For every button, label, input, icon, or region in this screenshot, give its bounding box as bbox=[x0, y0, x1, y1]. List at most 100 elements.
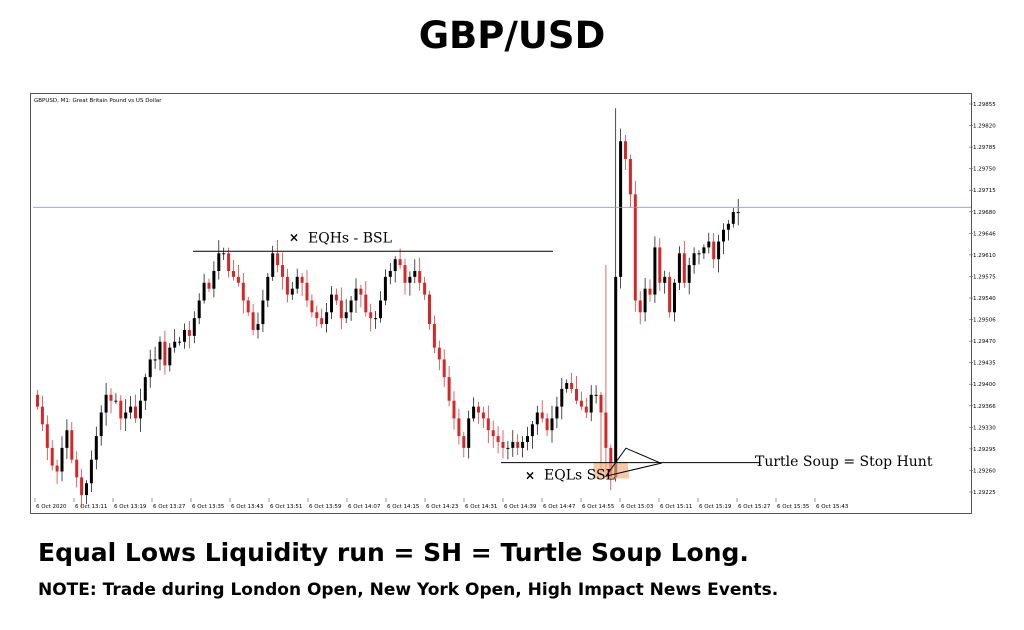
time-tick-label: 6 Oct 13:51 bbox=[270, 504, 302, 510]
candle-body bbox=[148, 359, 152, 378]
time-tick-label: 6 Oct 14:31 bbox=[465, 504, 497, 510]
time-tick-label: 6 Oct 13:43 bbox=[231, 504, 264, 510]
price-tick-label: 1.29610 bbox=[973, 253, 996, 259]
candle-body bbox=[594, 394, 598, 396]
price-tick-label: 1.29506 bbox=[973, 318, 996, 324]
candle-body bbox=[349, 300, 353, 313]
candle-body bbox=[143, 377, 147, 401]
candle-body bbox=[692, 253, 696, 266]
chart-header: GBPUSD, M1: Great Britain Pound vs US Do… bbox=[34, 98, 162, 104]
candle-body bbox=[550, 418, 554, 431]
time-axis: 6 Oct 2020 6 Oct 13:11 6 Oct 13:19 6 Oct 13… bbox=[34, 498, 849, 510]
candle-body bbox=[197, 300, 201, 319]
candle-body bbox=[687, 265, 691, 283]
candle-body bbox=[633, 194, 637, 301]
candle-body bbox=[55, 465, 59, 472]
eql-label: EQLs SSL bbox=[544, 468, 615, 484]
price-tick-label: 1.29295 bbox=[973, 447, 996, 453]
candle-body bbox=[80, 477, 84, 496]
candle-body bbox=[310, 300, 314, 313]
candle-body bbox=[178, 341, 182, 343]
candle-body bbox=[109, 394, 113, 401]
candle-body bbox=[437, 347, 441, 360]
candle-body bbox=[413, 270, 417, 277]
time-tick-label: 6 Oct 14:23 bbox=[426, 504, 459, 510]
candle-body bbox=[501, 441, 505, 448]
candle-body bbox=[344, 312, 348, 319]
candle-body bbox=[658, 247, 662, 283]
candle-body bbox=[138, 400, 142, 419]
eqh-label: EQHs - BSL bbox=[308, 230, 392, 246]
current-price-label: 1.29698 bbox=[973, 205, 996, 211]
candle-body bbox=[526, 436, 529, 442]
price-tick-label: 1.29540 bbox=[973, 296, 996, 302]
price-tick-label: 1.29680 bbox=[973, 210, 996, 216]
price-tick-label: 1.29785 bbox=[973, 145, 996, 151]
eqh-cross-icon: × bbox=[289, 230, 299, 244]
candle-body bbox=[374, 318, 378, 320]
candle-body bbox=[129, 406, 133, 413]
time-tick-label: 6 Oct 14:15 bbox=[387, 504, 420, 510]
candle-body bbox=[70, 430, 74, 460]
time-tick-label: 6 Oct 13:11 bbox=[75, 504, 107, 510]
price-tick-label: 1.29470 bbox=[973, 339, 996, 345]
price-tick-label: 1.29855 bbox=[973, 102, 996, 108]
candle-body bbox=[428, 294, 431, 325]
candle-body bbox=[65, 430, 69, 448]
candle-body bbox=[50, 447, 54, 466]
candle-body bbox=[712, 241, 716, 260]
time-tick-label: 6 Oct 13:27 bbox=[153, 504, 186, 510]
candle-body bbox=[202, 282, 206, 301]
candle-body bbox=[702, 247, 706, 254]
candle-body bbox=[442, 359, 446, 378]
candle-body bbox=[408, 276, 412, 283]
candle-body bbox=[418, 270, 422, 283]
candle-body bbox=[75, 459, 79, 478]
candle-body bbox=[653, 247, 657, 295]
candle-body bbox=[261, 300, 265, 325]
candle-body bbox=[589, 394, 593, 413]
candle-body bbox=[452, 400, 456, 419]
candle-body bbox=[496, 436, 500, 442]
candle-body bbox=[516, 441, 520, 448]
time-tick-label: 6 Oct 15:27 bbox=[738, 504, 771, 510]
candle-body bbox=[575, 388, 578, 401]
candle-body bbox=[36, 394, 39, 407]
candle-body bbox=[163, 341, 167, 366]
candle-body bbox=[266, 276, 270, 301]
time-tick-label: 6 Oct 15:03 bbox=[621, 504, 654, 510]
price-tick-label: 1.29646 bbox=[973, 231, 996, 237]
candle-body bbox=[677, 253, 681, 283]
candle-body bbox=[320, 318, 324, 325]
candle-body bbox=[624, 141, 627, 159]
candle-body bbox=[241, 282, 245, 301]
price-tick-label: 1.29330 bbox=[973, 425, 996, 431]
time-tick-label: 6 Oct 15:19 bbox=[699, 504, 732, 510]
price-tick-label: 1.29400 bbox=[973, 382, 996, 388]
turtle-soup-arrow bbox=[604, 447, 663, 477]
candle-body bbox=[173, 341, 177, 348]
eql-cross-icon: × bbox=[525, 469, 535, 483]
price-tick-label: 1.29575 bbox=[973, 274, 996, 280]
candle-body bbox=[325, 312, 329, 325]
page-title: GBP/USD bbox=[418, 14, 606, 57]
candle-body bbox=[535, 412, 539, 425]
candle-body bbox=[472, 406, 476, 419]
candle-body bbox=[722, 229, 725, 242]
candle-body bbox=[560, 388, 564, 407]
candle-body bbox=[158, 341, 162, 360]
candle-body bbox=[217, 253, 221, 271]
candle-body bbox=[104, 394, 108, 413]
trading-note: NOTE: Trade during London Open, New York… bbox=[38, 580, 779, 600]
candle-body bbox=[579, 400, 583, 407]
candle-body bbox=[379, 300, 382, 319]
candle-body bbox=[359, 288, 363, 295]
candle-body bbox=[486, 418, 490, 431]
candle-body bbox=[462, 436, 466, 448]
candle-body bbox=[153, 359, 157, 361]
caption: Equal Lows Liquidity run = SH = Turtle S… bbox=[38, 538, 749, 567]
candle-body bbox=[717, 241, 721, 260]
candle-body bbox=[668, 276, 672, 313]
annotations: × EQHs - BSL × EQLs SSL Turtle Soup = St… bbox=[33, 205, 996, 484]
candle-body bbox=[506, 447, 510, 449]
